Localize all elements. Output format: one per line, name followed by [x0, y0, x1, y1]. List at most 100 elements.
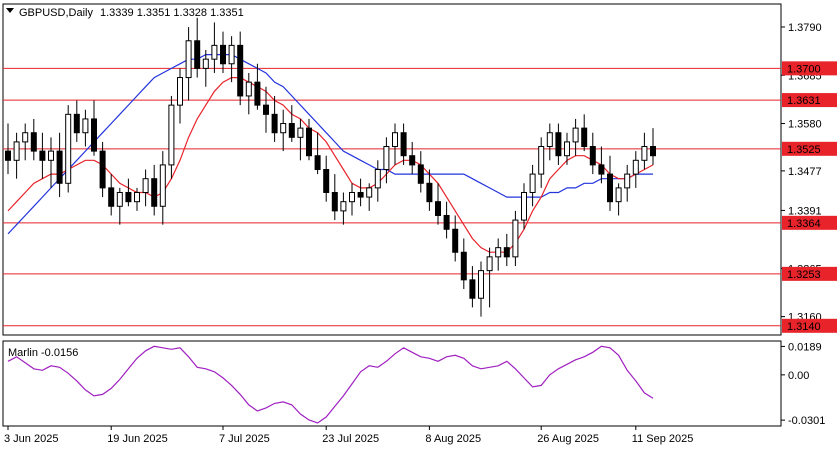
marlin-line	[7, 345, 654, 424]
bearish-candle	[357, 191, 364, 198]
bearish-candle	[314, 155, 321, 170]
bullish-candle	[177, 77, 183, 106]
bearish-candle	[452, 228, 459, 253]
bearish-candle	[263, 104, 269, 115]
bullish-candle	[383, 146, 390, 170]
bullish-candle	[22, 132, 29, 143]
bullish-candle	[202, 58, 209, 69]
bullish-candle	[529, 173, 536, 193]
oscillator-label: Marlin -0.0156	[8, 347, 78, 359]
bullish-candle	[374, 169, 381, 189]
level-price-label: 1.3525	[787, 144, 821, 156]
bearish-candle	[443, 214, 450, 230]
bearish-candle	[607, 173, 613, 203]
date-tick-label: 8 Aug 2025	[425, 433, 481, 445]
bullish-candle	[632, 159, 639, 175]
bearish-candle	[435, 201, 441, 216]
bullish-candle	[486, 256, 493, 272]
date-tick-label: 19 Jun 2025	[107, 433, 168, 445]
bullish-candle	[211, 44, 218, 60]
bearish-candle	[254, 81, 261, 106]
bearish-candle	[99, 150, 106, 189]
bearish-candle	[555, 132, 562, 157]
price-axis: 1.37901.36851.35801.34771.33911.32651.31…	[781, 22, 837, 427]
price-tick-label: 1.3790	[788, 22, 822, 34]
bearish-candle	[125, 191, 132, 203]
bearish-candle	[598, 164, 605, 175]
bearish-candle	[331, 191, 338, 212]
bullish-candle	[572, 127, 579, 143]
bullish-candle	[478, 270, 484, 299]
bullish-candle	[185, 40, 192, 79]
date-tick-label: 7 Jul 2025	[219, 433, 270, 445]
date-tick-label: 3 Jun 2025	[4, 433, 58, 445]
bullish-candle	[13, 141, 20, 161]
bullish-candle	[65, 113, 72, 184]
bullish-candle	[48, 150, 54, 161]
slow-moving-average-line	[7, 53, 653, 235]
bearish-candle	[306, 127, 312, 157]
bearish-candle	[581, 127, 588, 148]
bullish-candle	[82, 118, 89, 134]
symbol-header: GBPUSD,Daily	[19, 7, 93, 19]
bearish-candle	[108, 187, 115, 207]
bullish-candle	[349, 191, 355, 203]
marlin-oscillator	[7, 345, 654, 424]
bearish-candle	[220, 44, 226, 65]
bearish-candle	[409, 155, 416, 166]
bearish-candle	[5, 150, 11, 161]
bearish-candle	[417, 164, 424, 184]
bearish-candle	[73, 113, 80, 134]
date-tick-label: 26 Aug 2025	[537, 433, 599, 445]
bearish-candle	[237, 44, 244, 97]
bearish-candle	[194, 40, 201, 69]
level-price-label: 1.3700	[787, 63, 821, 75]
bullish-candle	[245, 81, 252, 97]
level-price-label: 1.3631	[787, 95, 821, 107]
price-tick-label: 1.3580	[788, 119, 822, 131]
level-price-tag	[782, 61, 837, 76]
price-tick-label: 1.3477	[788, 166, 822, 178]
bullish-candle	[624, 173, 631, 189]
bearish-candle	[589, 146, 596, 166]
bearish-candle	[151, 178, 158, 207]
fast-moving-average-line	[7, 76, 654, 253]
moving-averages	[7, 53, 654, 253]
bullish-candle	[134, 191, 140, 203]
bullish-candle	[228, 44, 235, 65]
bearish-candle	[271, 113, 278, 134]
bearish-candle	[323, 169, 330, 193]
symbol-dropdown-icon[interactable]	[6, 8, 14, 13]
bullish-candle	[142, 178, 149, 193]
level-price-label: 1.3253	[787, 269, 821, 281]
ohlc-values: 1.3339 1.3351 1.3328 1.3351	[100, 7, 244, 19]
bearish-candle	[400, 132, 407, 157]
bullish-candle	[116, 191, 123, 207]
level-price-label: 1.3140	[787, 321, 821, 333]
bullish-candle	[641, 146, 648, 161]
bullish-candle	[564, 141, 570, 157]
bullish-candle	[280, 123, 287, 134]
bullish-candle	[538, 146, 545, 175]
bullish-candle	[340, 201, 347, 212]
level-price-tag	[782, 318, 837, 333]
bearish-candle	[288, 123, 295, 138]
bullish-candle	[546, 132, 553, 148]
main-chart-frame	[2, 3, 782, 336]
bullish-candle	[495, 247, 502, 258]
level-price-tag	[782, 93, 837, 108]
candlesticks	[5, 17, 656, 317]
bullish-candle	[168, 104, 175, 166]
bullish-candle	[159, 164, 166, 207]
osc-tick-label: 0.0189	[788, 341, 822, 353]
bearish-candle	[460, 251, 467, 281]
bearish-candle	[91, 118, 97, 152]
bullish-candle	[521, 191, 527, 221]
date-axis: 3 Jun 2025 19 Jun 2025 7 Jul 2025 23 Jul 20…	[4, 426, 693, 445]
bullish-candle	[392, 132, 398, 148]
osc-tick-label: -0.0301	[788, 415, 825, 427]
date-tick-label: 23 Jul 2025	[322, 433, 379, 445]
oscillator-frame	[2, 340, 782, 427]
